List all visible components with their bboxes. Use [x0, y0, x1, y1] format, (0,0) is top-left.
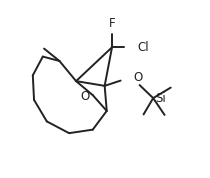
- Text: O: O: [80, 90, 90, 103]
- Text: Si: Si: [155, 92, 166, 105]
- Text: Cl: Cl: [137, 41, 149, 54]
- Text: O: O: [134, 71, 143, 84]
- Text: F: F: [109, 17, 115, 30]
